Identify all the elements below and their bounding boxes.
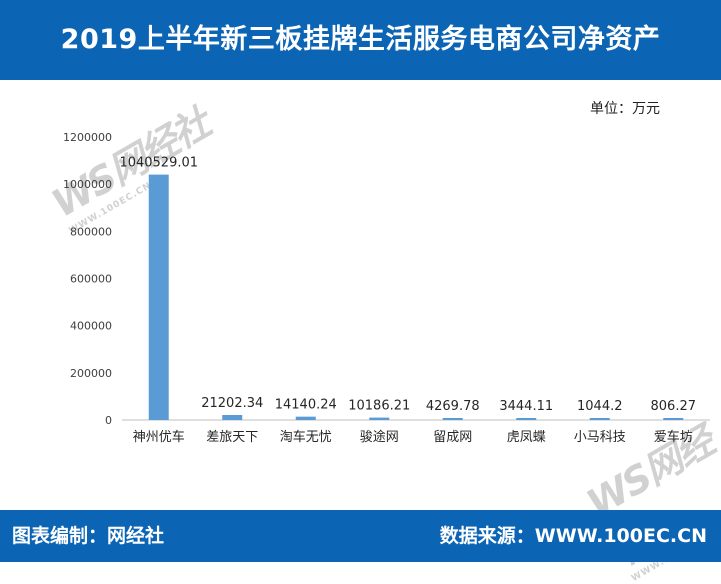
chart-title: 2019上半年新三板挂牌生活服务电商公司净资产 — [60, 24, 661, 55]
category-label: 神州优车 — [133, 429, 185, 445]
unit-label: 单位：万元 — [590, 101, 660, 117]
value-label: 1044.2 — [577, 399, 623, 414]
y-tick-label: 400000 — [70, 320, 112, 333]
bar — [663, 418, 684, 420]
bar — [222, 414, 243, 420]
y-tick-label: 200000 — [70, 367, 112, 380]
y-tick-label: 1200000 — [63, 131, 112, 144]
bars — [148, 174, 684, 420]
category-label: 小马科技 — [574, 430, 626, 445]
bar-chart: 020000040000060000080000010000001200000 … — [63, 131, 710, 445]
value-labels: 1040529.01 21202.34 14140.24 10186.21 4269.7… — [119, 156, 696, 414]
category-label: 淘车无忧 — [280, 429, 332, 445]
category-labels: 神州优车 差旅天下 淘车无忧 骏途网 留成网 虎凤蝶 小马科技 爱车坊 — [133, 429, 693, 445]
footer-compiler: 图表编制：网经社 — [12, 525, 165, 547]
category-label: 留成网 — [433, 430, 472, 445]
bar — [516, 418, 537, 420]
category-label: 虎凤蝶 — [507, 430, 546, 445]
bar — [295, 416, 316, 420]
bar — [369, 417, 390, 420]
category-label: 骏途网 — [360, 429, 399, 445]
value-label: 3444.11 — [499, 399, 553, 414]
y-tick-label: 1000000 — [63, 178, 112, 191]
bar — [442, 418, 463, 420]
value-label: 1040529.01 — [119, 156, 198, 171]
value-label: 806.27 — [651, 399, 697, 414]
value-label: 10186.21 — [348, 399, 410, 414]
footer-banner: 图表编制：网经社 数据来源：WWW.100EC.CN — [0, 510, 721, 562]
footer-source: 数据来源：WWW.100EC.CN — [439, 525, 707, 547]
value-label: 14140.24 — [275, 398, 337, 413]
bar — [148, 174, 169, 420]
y-tick-label: 600000 — [70, 273, 112, 286]
y-tick-label: 0 — [105, 414, 112, 427]
header-banner: 2019上半年新三板挂牌生活服务电商公司净资产 — [0, 0, 721, 80]
category-label: 差旅天下 — [206, 430, 258, 445]
category-label: 爱车坊 — [654, 429, 693, 445]
value-label: 4269.78 — [426, 399, 480, 414]
bar — [589, 418, 610, 420]
value-label: 21202.34 — [201, 396, 263, 411]
y-tick-label: 800000 — [70, 225, 112, 238]
y-axis-tick-labels: 0 200000 400000 600000 800000 1000000 1200000 — [63, 131, 112, 427]
